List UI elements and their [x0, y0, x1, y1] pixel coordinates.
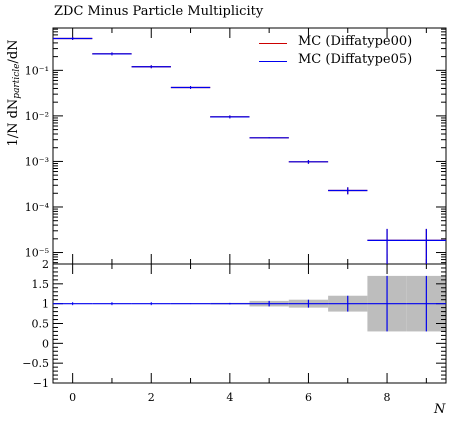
ratio-y-tick-label: 1	[42, 298, 49, 311]
x-tick-label: 6	[305, 391, 312, 404]
ratio-y-tick-label: 0.5	[32, 318, 50, 331]
ratio-y-tick-label: −0.5	[22, 357, 49, 370]
y-axis-label: 1/N dNparticle/dN	[6, 39, 22, 146]
main-y-tick-label: 10⁻⁴	[25, 201, 50, 214]
ratio-y-tick-label: 2	[42, 258, 49, 271]
ratio-y-tick-label: 0	[42, 337, 49, 350]
x-axis-label: N	[434, 402, 446, 417]
legend-entry-diffatype00: MC (Diffatype00)	[256, 34, 446, 52]
legend-label-diffatype05: MC (Diffatype05)	[298, 52, 413, 67]
legend-label-diffatype00: MC (Diffatype00)	[298, 34, 413, 49]
chart-title: ZDC Minus Particle Multiplicity	[54, 4, 264, 19]
ratio-y-tick-label: −1	[33, 377, 49, 390]
legend-swatch-diffatype00	[259, 43, 287, 44]
main-y-tick-label: 10⁻¹	[25, 64, 49, 77]
ratio-y-tick-label: 1.5	[32, 278, 50, 291]
legend: MC (Diffatype00) MC (Diffatype05)	[256, 34, 446, 70]
legend-swatch-diffatype05	[259, 61, 287, 62]
x-tick-label: 2	[148, 391, 155, 404]
y-axis-label-prefix: 1/N dN	[6, 98, 21, 147]
y-axis-label-sub: particle	[12, 63, 22, 99]
x-tick-label: 0	[69, 391, 76, 404]
y-axis-label-suffix: /dN	[6, 39, 21, 64]
main-y-tick-label: 10⁻²	[25, 110, 49, 123]
main-y-tick-label: 10⁻³	[25, 155, 49, 168]
x-tick-label: 4	[226, 391, 233, 404]
main-y-tick-label: 10⁻⁵	[25, 247, 49, 260]
x-tick-label: 8	[384, 391, 391, 404]
legend-entry-diffatype05: MC (Diffatype05)	[256, 52, 446, 70]
